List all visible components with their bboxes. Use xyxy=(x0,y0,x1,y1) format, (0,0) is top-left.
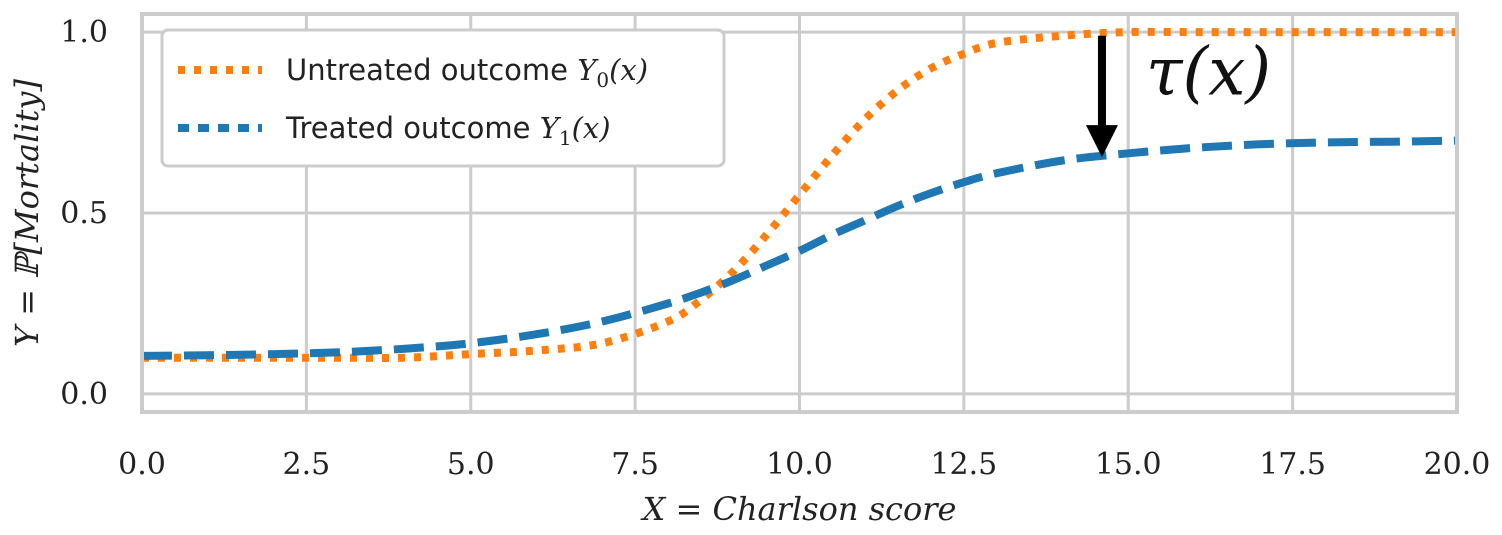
effect-annotation-label: τ(x) xyxy=(1146,34,1271,111)
x-tick-label: 2.5 xyxy=(283,447,331,482)
x-tick-label: 5.0 xyxy=(447,447,495,482)
annotation-layer: τ(x) xyxy=(1085,34,1271,158)
y-axis-label: Y = ℙ[Mortality] xyxy=(8,78,46,347)
x-tick-label: 0.0 xyxy=(118,447,166,482)
series-line-treated xyxy=(141,136,1458,360)
legend-entry-label: Treated outcome Y1(x) xyxy=(285,111,611,150)
x-tick-label: 7.5 xyxy=(611,447,659,482)
series-line-untreated xyxy=(142,27,1457,362)
y-tick-label: 0.5 xyxy=(60,196,108,231)
x-axis-label: X = Charlson score xyxy=(640,490,957,528)
plot-frame xyxy=(140,12,1459,414)
legend: Untreated outcome Y0(x) Treated outcome Y… xyxy=(160,28,726,168)
legend-entry-label: Untreated outcome Y0(x) xyxy=(286,53,648,92)
effect-arrow-head xyxy=(1085,125,1118,158)
y-tick-label: 1.0 xyxy=(60,15,108,50)
x-tick-label: 15.0 xyxy=(1095,447,1162,482)
x-tick-label: 10.0 xyxy=(766,447,833,482)
series-layer xyxy=(141,27,1458,362)
y-tick-label: 0.0 xyxy=(60,377,108,412)
tick-labels: 0.0 2.5 5.0 7.5 10.0 12.5 15.0 17.5 20.0 0.0 0.5 1.… xyxy=(60,15,1490,482)
x-tick-label: 20.0 xyxy=(1424,447,1491,482)
legend-box xyxy=(160,28,726,168)
x-tick-label: 12.5 xyxy=(930,447,997,482)
x-tick-label: 17.5 xyxy=(1259,447,1326,482)
